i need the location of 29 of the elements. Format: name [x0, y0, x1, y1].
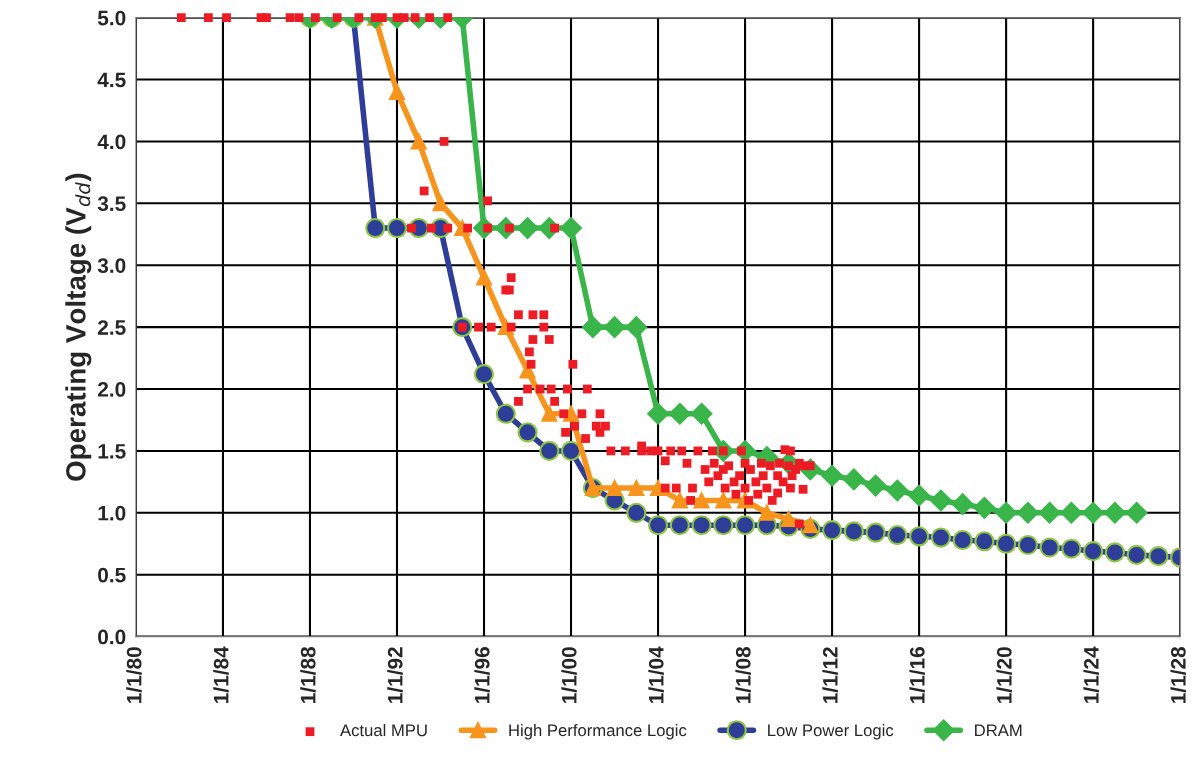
- y-tick-label: 4.5: [97, 72, 126, 88]
- y-tick-label: 0.0: [98, 629, 126, 645]
- legend-label: Actual MPU: [340, 723, 427, 737]
- x-tick-label: 1/1/12: [822, 647, 838, 703]
- x-tick-label: 1/1/92: [387, 647, 403, 703]
- y-axis-title: Operating Voltage (V$_{dd}$): [65, 173, 92, 481]
- x-tick-label: 1/1/08: [735, 646, 751, 703]
- x-tick-label: 1/1/20: [996, 647, 1012, 703]
- x-tick-label: 1/1/04: [648, 646, 664, 703]
- x-tick-label: 1/1/88: [300, 646, 316, 703]
- x-tick-label: 1/1/28: [1170, 646, 1186, 703]
- x-tick-label: 1/1/96: [474, 647, 490, 703]
- y-tick-label: 0.5: [98, 567, 126, 583]
- legend-label: High Performance Logic: [509, 723, 687, 740]
- y-tick-label: 3.5: [97, 196, 126, 212]
- x-tick-label: 1/1/16: [909, 647, 925, 703]
- legend-label: Low Power Logic: [768, 723, 894, 740]
- x-tick-label: 1/1/80: [126, 647, 142, 703]
- x-tick-label: 1/1/00: [561, 647, 577, 703]
- y-tick-label: 1.5: [98, 444, 126, 459]
- legend-label: DRAM: [975, 724, 1022, 737]
- y-tick-label: 3.0: [97, 258, 126, 274]
- y-tick-label: 1.0: [98, 505, 126, 521]
- x-tick-label: 1/1/24: [1083, 646, 1099, 703]
- y-tick-label: 2.0: [97, 382, 126, 397]
- y-tick-label: 5.0: [97, 10, 126, 26]
- y-tick-label: 2.5: [97, 320, 126, 335]
- x-tick-label: 1/1/84: [213, 646, 229, 703]
- y-tick-label: 4.0: [97, 134, 126, 150]
